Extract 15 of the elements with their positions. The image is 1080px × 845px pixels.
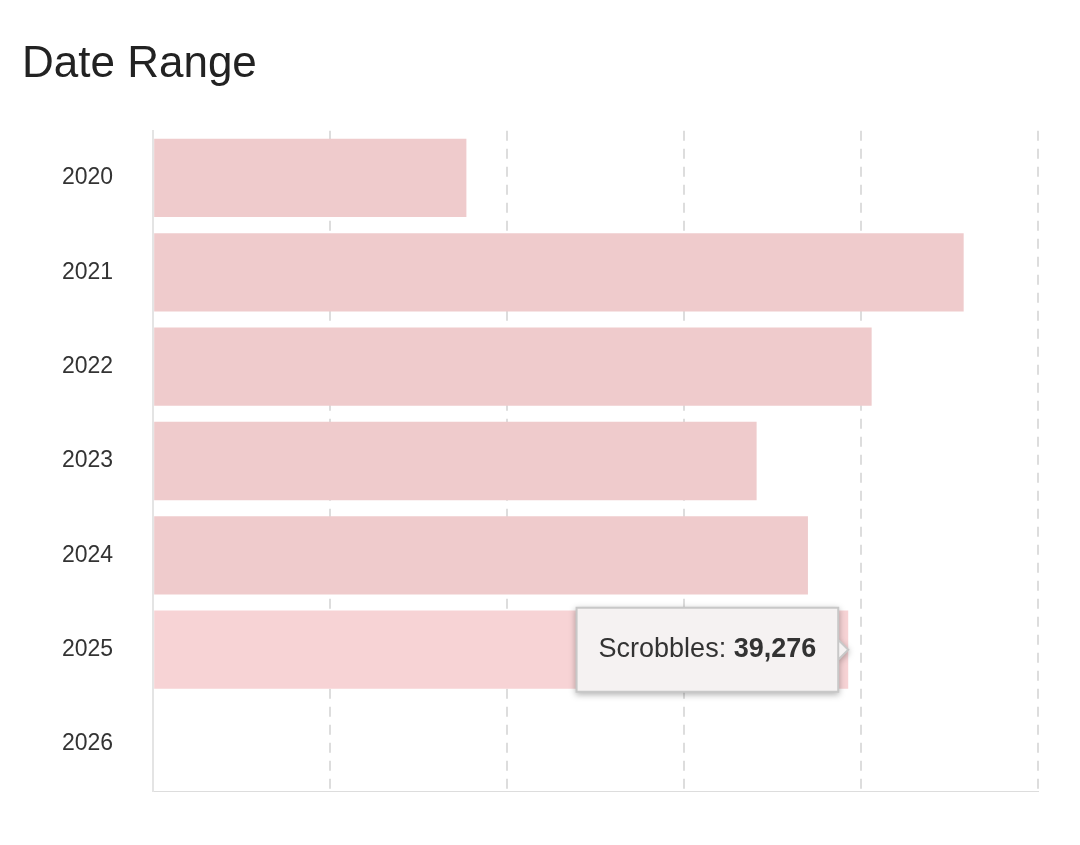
y-tick-label: 2024: [61, 540, 114, 567]
bar: [154, 421, 757, 501]
bar: [154, 327, 872, 406]
data-label: 39,276: [733, 633, 817, 664]
bar: [154, 138, 467, 218]
y-tick-label: 2025: [61, 635, 114, 662]
series-label: Scrobbles:: [598, 633, 734, 664]
y-tick-label: 2021: [61, 257, 114, 284]
bar: [154, 233, 964, 312]
y-tick-label: 2022: [61, 352, 114, 378]
y-tick-label: 2020: [61, 163, 114, 190]
chart-title: Date Range: [22, 36, 257, 86]
y-tick-label: 2026: [61, 729, 114, 756]
y-tick-label: 2023: [61, 446, 114, 473]
bar: [154, 516, 808, 595]
